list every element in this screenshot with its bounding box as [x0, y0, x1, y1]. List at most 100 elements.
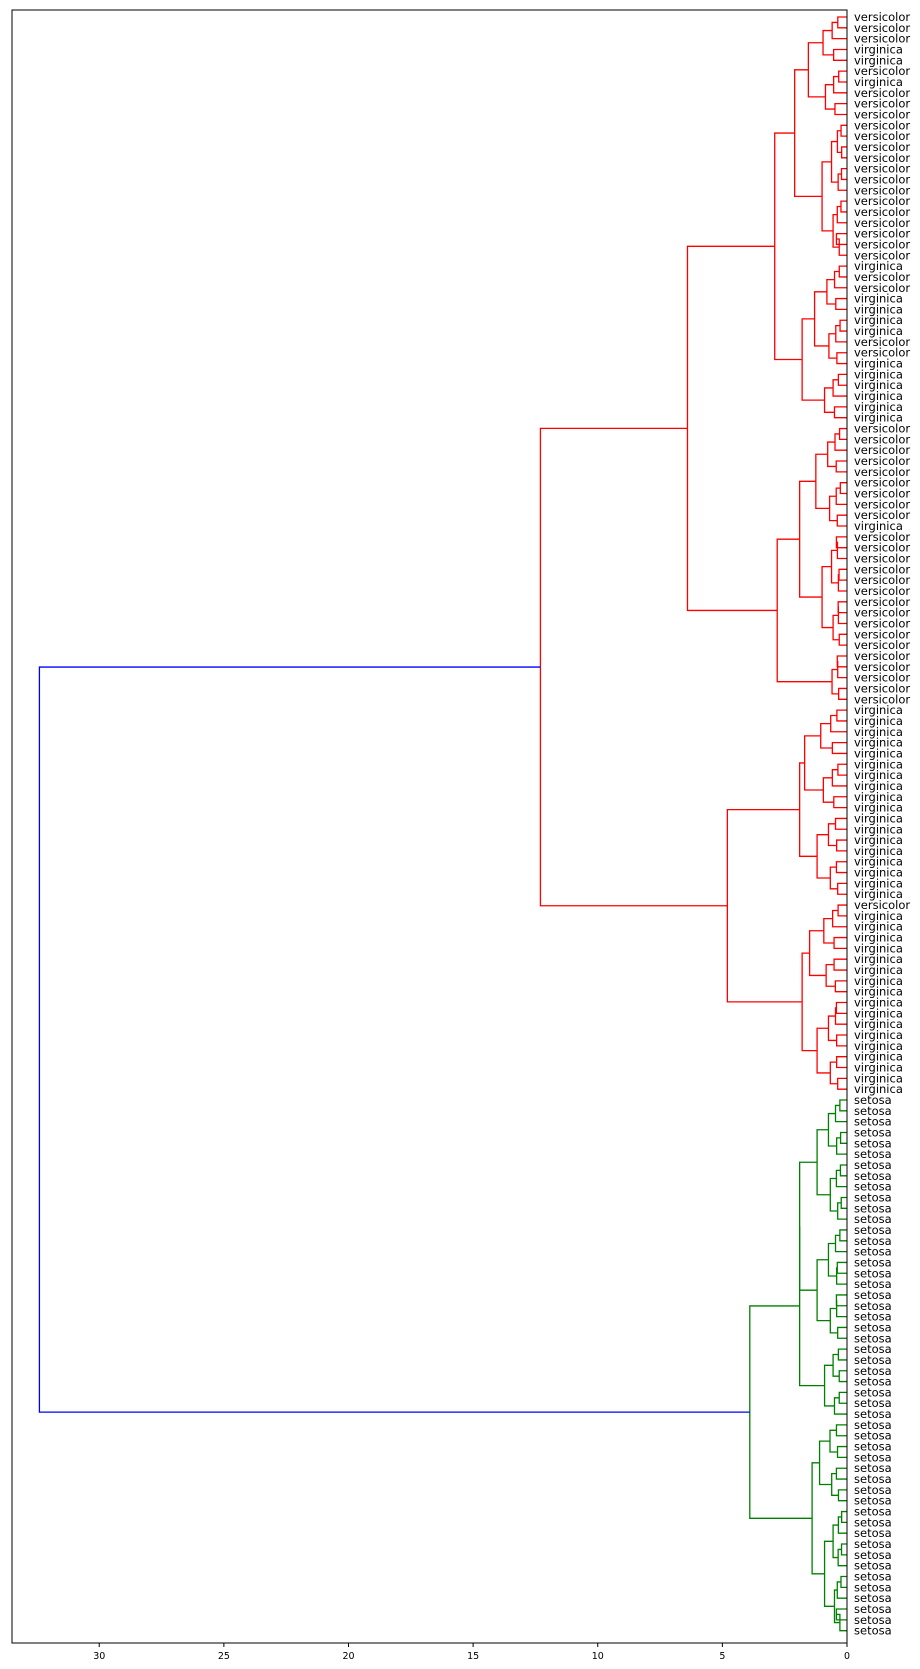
leaf-label: setosa — [854, 1331, 892, 1345]
dendrogram-link — [831, 668, 839, 695]
leaf-label: setosa — [854, 1483, 892, 1497]
leaf-label: virginica — [854, 920, 903, 934]
dendrogram-link — [816, 1027, 831, 1074]
dendrogram-link — [837, 606, 847, 625]
leaf-label: setosa — [854, 1624, 892, 1638]
leaf-label: versicolor — [854, 595, 910, 609]
leaf-label: versicolor — [854, 616, 910, 630]
dendrogram-link — [798, 762, 818, 857]
dendrogram-link — [832, 379, 847, 397]
dendrogram-link — [838, 1370, 847, 1383]
dendrogram-link — [827, 441, 837, 468]
leaf-label: virginica — [854, 876, 903, 890]
dendrogram-link — [832, 213, 840, 248]
dendrogram-link — [830, 714, 847, 733]
leaf-label: setosa — [854, 1526, 892, 1540]
dendrogram-link — [831, 769, 847, 787]
leaf-label: setosa — [854, 1169, 892, 1183]
dendrogram-link — [839, 482, 847, 495]
dendrogram-link — [836, 655, 847, 668]
leaf-label: setosa — [854, 1505, 892, 1519]
dendrogram-link — [833, 406, 847, 419]
leaf-label: versicolor — [854, 443, 910, 457]
leaf-label: virginica — [854, 811, 903, 825]
leaf-label: virginica — [854, 324, 903, 338]
dendrogram-link — [837, 1548, 847, 1567]
leaf-label: virginica — [854, 952, 903, 966]
leaf-label: setosa — [854, 1255, 892, 1269]
dendrogram-link — [827, 1242, 837, 1277]
leaf-label: versicolor — [854, 162, 910, 176]
leaf-label: setosa — [854, 1364, 892, 1378]
leaf-label: setosa — [854, 1580, 892, 1594]
dendrogram-link — [836, 1056, 847, 1069]
dendrogram-link — [835, 1424, 847, 1437]
dendrogram-link — [836, 1267, 847, 1285]
leaf-label: versicolor — [854, 227, 910, 241]
dendrogram-link — [834, 980, 847, 993]
leaf-label: virginica — [854, 400, 903, 414]
dendrogram-link — [840, 1196, 847, 1209]
leaf-label: setosa — [854, 1537, 892, 1551]
dendrogram-link — [820, 723, 833, 749]
leaf-label: versicolor — [854, 584, 910, 598]
leaf-label: setosa — [854, 1125, 892, 1139]
dendrogram-link — [835, 1467, 847, 1480]
leaf-label: versicolor — [854, 237, 910, 251]
dendrogram-link — [798, 1226, 825, 1387]
dendrogram-link — [833, 1397, 847, 1415]
leaf-label: virginica — [854, 302, 903, 316]
leaf-label: versicolor — [854, 552, 910, 566]
dendrogram-link — [839, 1131, 847, 1144]
dendrogram-link — [837, 904, 847, 917]
dendrogram-link — [838, 687, 847, 700]
dendrogram-link — [749, 1305, 813, 1519]
leaf-label: virginica — [854, 1028, 903, 1042]
dendrogram-link — [838, 633, 847, 646]
leaf-label: versicolor — [854, 573, 910, 587]
x-tick-label: 0 — [844, 1651, 850, 1662]
leaf-label: virginica — [854, 313, 903, 327]
dendrogram-link — [807, 42, 826, 98]
leaf-label: setosa — [854, 1450, 892, 1464]
leaf-label: versicolor — [854, 671, 910, 685]
leaf-label: versicolor — [854, 194, 910, 208]
leaf-label: virginica — [854, 931, 903, 945]
leaf-label: versicolor — [854, 508, 910, 522]
leaf-label: versicolor — [854, 627, 910, 641]
leaf-label: setosa — [854, 1245, 892, 1259]
dendrogram-link — [832, 1524, 839, 1559]
leaf-label: versicolor — [854, 465, 910, 479]
leaf-label: virginica — [854, 703, 903, 717]
leaf-label: versicolor — [854, 64, 910, 78]
dendrogram-link — [837, 763, 847, 776]
leaf-label: versicolor — [854, 21, 910, 35]
leaf-label: versicolor — [854, 660, 910, 674]
leaf-label: setosa — [854, 1418, 892, 1432]
leaf-label: versicolor — [854, 898, 910, 912]
dendrogram-link — [839, 1164, 847, 1177]
dendrogram-link — [836, 541, 847, 560]
leaf-label: versicolor — [854, 140, 910, 154]
dendrogram-link — [816, 1129, 831, 1196]
leaf-label: setosa — [854, 1147, 892, 1161]
leaf-label: versicolor — [854, 454, 910, 468]
dendrogram-link — [726, 808, 803, 1003]
leaf-label: setosa — [854, 1201, 892, 1215]
leaf-label: setosa — [854, 1310, 892, 1324]
x-tick-label: 5 — [719, 1651, 725, 1662]
leaf-label: virginica — [854, 996, 903, 1010]
leaf-label: versicolor — [854, 476, 910, 490]
dendrogram-link — [837, 601, 847, 614]
dendrogram-link — [836, 1137, 847, 1155]
leaf-label: virginica — [854, 357, 903, 371]
dendrogram-link — [835, 460, 847, 473]
leaf-label: versicolor — [854, 541, 910, 555]
leaf-label: virginica — [854, 963, 903, 977]
dendrogram-link — [816, 834, 831, 879]
dendrogram-link — [836, 352, 847, 365]
leaf-label: versicolor — [854, 97, 910, 111]
leaf-label: setosa — [854, 1136, 892, 1150]
dendrogram-link — [832, 1353, 840, 1377]
